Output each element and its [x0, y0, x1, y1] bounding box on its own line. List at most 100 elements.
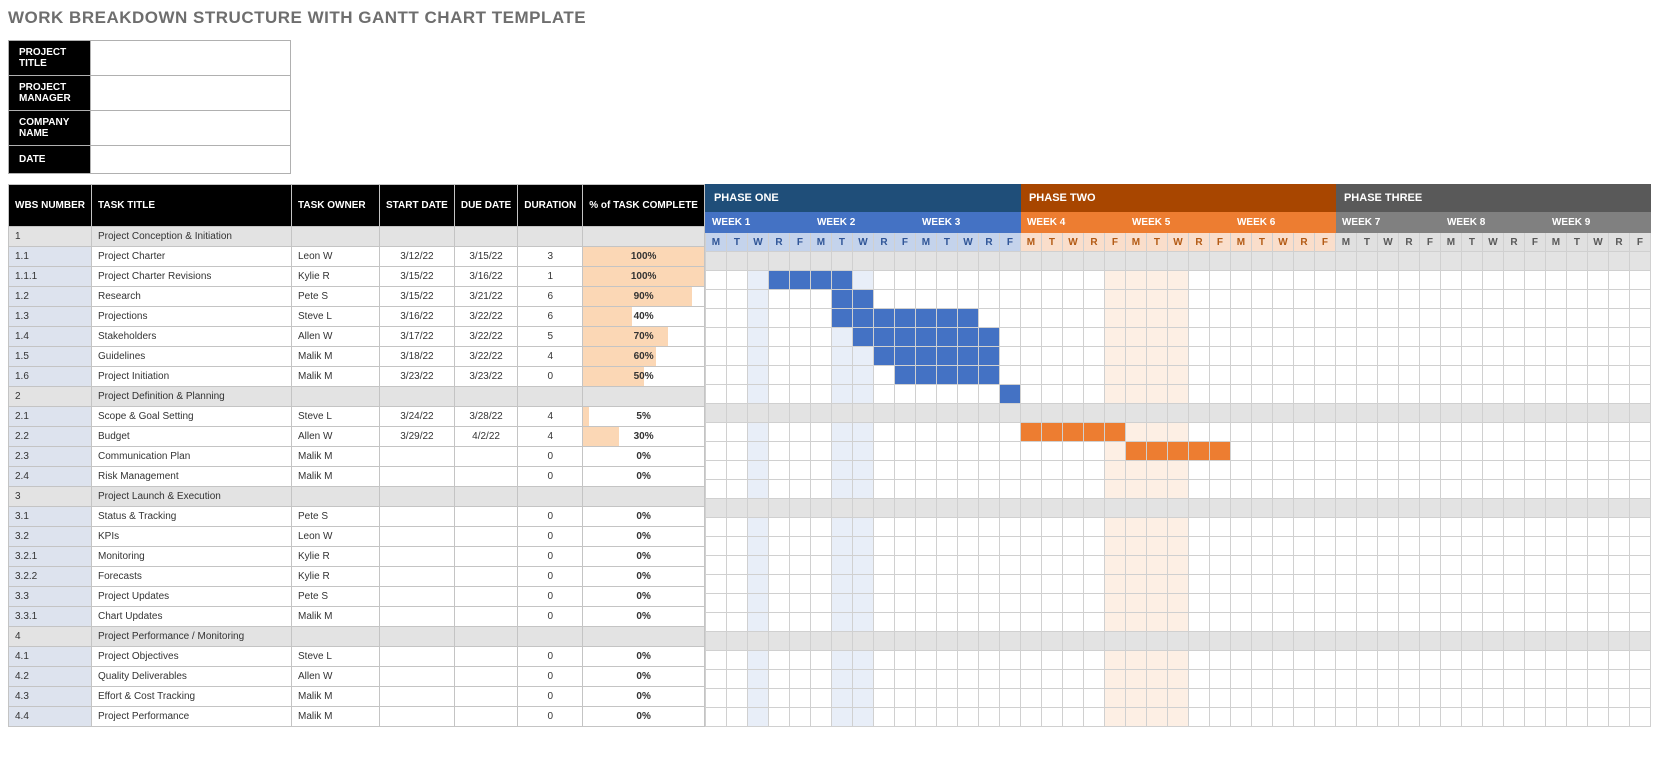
wbs-cell[interactable]: 1: [9, 227, 92, 247]
due-cell[interactable]: 3/21/22: [454, 287, 517, 307]
wbs-cell[interactable]: 3.3.1: [9, 607, 92, 627]
dur-cell[interactable]: 0: [518, 587, 583, 607]
start-cell[interactable]: [380, 667, 455, 687]
wbs-cell[interactable]: 1.2: [9, 287, 92, 307]
due-cell[interactable]: [454, 467, 517, 487]
start-cell[interactable]: 3/23/22: [380, 367, 455, 387]
dur-cell[interactable]: 3: [518, 247, 583, 267]
title-cell[interactable]: Status & Tracking: [92, 507, 292, 527]
wbs-cell[interactable]: 2.1: [9, 407, 92, 427]
title-cell[interactable]: Project Updates: [92, 587, 292, 607]
pct-cell[interactable]: 100%: [583, 267, 705, 287]
owner-cell[interactable]: Kylie R: [292, 567, 380, 587]
due-cell[interactable]: [454, 227, 517, 247]
dur-cell[interactable]: 0: [518, 607, 583, 627]
due-cell[interactable]: 3/16/22: [454, 267, 517, 287]
due-cell[interactable]: 3/22/22: [454, 327, 517, 347]
dur-cell[interactable]: 0: [518, 367, 583, 387]
owner-cell[interactable]: Allen W: [292, 327, 380, 347]
due-cell[interactable]: 3/22/22: [454, 347, 517, 367]
pct-cell[interactable]: [583, 627, 705, 647]
owner-cell[interactable]: Pete S: [292, 507, 380, 527]
pct-cell[interactable]: 0%: [583, 647, 705, 667]
start-cell[interactable]: [380, 467, 455, 487]
owner-cell[interactable]: Kylie R: [292, 267, 380, 287]
title-cell[interactable]: Scope & Goal Setting: [92, 407, 292, 427]
owner-cell[interactable]: Malik M: [292, 707, 380, 727]
pct-cell[interactable]: 70%: [583, 327, 705, 347]
wbs-cell[interactable]: 1.1: [9, 247, 92, 267]
dur-cell[interactable]: 4: [518, 407, 583, 427]
wbs-cell[interactable]: 4: [9, 627, 92, 647]
pct-cell[interactable]: 30%: [583, 427, 705, 447]
pct-cell[interactable]: 0%: [583, 567, 705, 587]
wbs-cell[interactable]: 2.2: [9, 427, 92, 447]
title-cell[interactable]: Guidelines: [92, 347, 292, 367]
title-cell[interactable]: Research: [92, 287, 292, 307]
title-cell[interactable]: Forecasts: [92, 567, 292, 587]
owner-cell[interactable]: Leon W: [292, 247, 380, 267]
owner-cell[interactable]: [292, 227, 380, 247]
wbs-cell[interactable]: 4.1: [9, 647, 92, 667]
due-cell[interactable]: 3/28/22: [454, 407, 517, 427]
due-cell[interactable]: [454, 667, 517, 687]
owner-cell[interactable]: Malik M: [292, 607, 380, 627]
dur-cell[interactable]: [518, 487, 583, 507]
owner-cell[interactable]: Leon W: [292, 527, 380, 547]
owner-cell[interactable]: [292, 487, 380, 507]
wbs-cell[interactable]: 3.3: [9, 587, 92, 607]
start-cell[interactable]: [380, 527, 455, 547]
owner-cell[interactable]: Kylie R: [292, 547, 380, 567]
start-cell[interactable]: [380, 687, 455, 707]
owner-cell[interactable]: Malik M: [292, 347, 380, 367]
start-cell[interactable]: [380, 587, 455, 607]
title-cell[interactable]: Stakeholders: [92, 327, 292, 347]
pct-cell[interactable]: [583, 487, 705, 507]
start-cell[interactable]: 3/17/22: [380, 327, 455, 347]
title-cell[interactable]: Project Initiation: [92, 367, 292, 387]
pct-cell[interactable]: 0%: [583, 667, 705, 687]
dur-cell[interactable]: [518, 627, 583, 647]
owner-cell[interactable]: Allen W: [292, 667, 380, 687]
due-cell[interactable]: [454, 487, 517, 507]
pct-cell[interactable]: 0%: [583, 607, 705, 627]
due-cell[interactable]: [454, 707, 517, 727]
wbs-cell[interactable]: 2.3: [9, 447, 92, 467]
dur-cell[interactable]: 0: [518, 687, 583, 707]
meta-value[interactable]: [91, 111, 291, 146]
pct-cell[interactable]: 0%: [583, 467, 705, 487]
title-cell[interactable]: Project Performance: [92, 707, 292, 727]
dur-cell[interactable]: [518, 227, 583, 247]
dur-cell[interactable]: 0: [518, 707, 583, 727]
dur-cell[interactable]: 5: [518, 327, 583, 347]
title-cell[interactable]: Project Objectives: [92, 647, 292, 667]
dur-cell[interactable]: 0: [518, 567, 583, 587]
owner-cell[interactable]: Malik M: [292, 447, 380, 467]
dur-cell[interactable]: 4: [518, 427, 583, 447]
due-cell[interactable]: [454, 647, 517, 667]
start-cell[interactable]: [380, 607, 455, 627]
title-cell[interactable]: Project Conception & Initiation: [92, 227, 292, 247]
dur-cell[interactable]: 0: [518, 667, 583, 687]
pct-cell[interactable]: 0%: [583, 527, 705, 547]
wbs-cell[interactable]: 1.6: [9, 367, 92, 387]
due-cell[interactable]: [454, 547, 517, 567]
title-cell[interactable]: Chart Updates: [92, 607, 292, 627]
dur-cell[interactable]: 0: [518, 647, 583, 667]
owner-cell[interactable]: [292, 627, 380, 647]
pct-cell[interactable]: 0%: [583, 507, 705, 527]
dur-cell[interactable]: 6: [518, 307, 583, 327]
wbs-cell[interactable]: 1.1.1: [9, 267, 92, 287]
due-cell[interactable]: [454, 587, 517, 607]
start-cell[interactable]: 3/18/22: [380, 347, 455, 367]
due-cell[interactable]: 3/22/22: [454, 307, 517, 327]
start-cell[interactable]: [380, 547, 455, 567]
dur-cell[interactable]: 6: [518, 287, 583, 307]
wbs-cell[interactable]: 1.5: [9, 347, 92, 367]
owner-cell[interactable]: Steve L: [292, 407, 380, 427]
pct-cell[interactable]: 0%: [583, 547, 705, 567]
pct-cell[interactable]: 60%: [583, 347, 705, 367]
title-cell[interactable]: Project Charter: [92, 247, 292, 267]
start-cell[interactable]: [380, 507, 455, 527]
dur-cell[interactable]: 0: [518, 467, 583, 487]
